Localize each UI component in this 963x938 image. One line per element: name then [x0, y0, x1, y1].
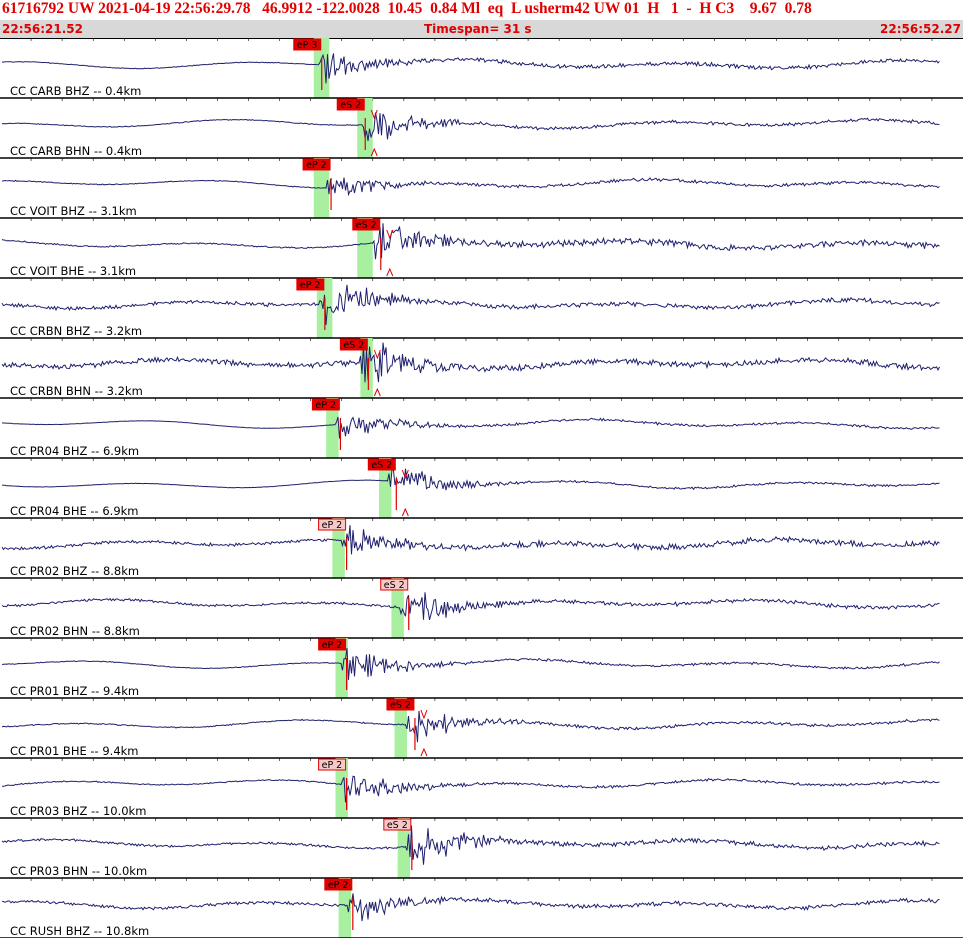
waveform-trace: [2, 648, 940, 680]
waveform-trace: [1, 53, 940, 84]
waveform-trace: [1, 893, 940, 922]
channel-label: CC CARB BHZ -- 0.4km: [10, 84, 141, 98]
pick-label: eS 2: [371, 460, 392, 471]
channel-label: CC CARB BHN -- 0.4km: [10, 144, 142, 158]
channel-label: CC PR01 BHE -- 9.4km: [10, 744, 139, 758]
channel-label: CC VOIT BHE -- 3.1km: [10, 264, 136, 278]
channel-label: CC PR04 BHZ -- 6.9km: [10, 444, 139, 458]
pick-marker: [401, 507, 409, 517]
pick-marker: [386, 267, 394, 277]
pick-label: eP 3: [297, 40, 318, 51]
pick-label-box: [302, 158, 331, 171]
event-header: 61716792 UW 2021-04-19 22:56:29.78 46.99…: [2, 0, 812, 17]
phase-window: [326, 398, 339, 458]
pick-label: eS 2: [390, 700, 411, 711]
waveform-trace: [1, 525, 940, 555]
pick-label-box: [296, 278, 325, 291]
waveform-trace: [1, 592, 940, 621]
pick-label-box: [318, 638, 347, 651]
time-bar: 22:56:21.52 Timespan= 31 s 22:56:52.27: [0, 20, 963, 39]
pick-label-box: [293, 38, 322, 51]
pick-label: eP 2: [315, 400, 336, 411]
pick-marker: [370, 109, 378, 120]
phase-window: [397, 818, 411, 878]
waveform-trace: [1, 342, 940, 383]
waveform-trace: [2, 775, 940, 803]
pick-label-box: [336, 98, 365, 111]
pick-label-box: [386, 698, 415, 711]
phase-window: [394, 698, 407, 758]
timespan-label: Timespan= 31 s: [424, 22, 532, 36]
pick-label: eS 2: [343, 340, 364, 351]
pick-label: eS 2: [356, 220, 377, 231]
phase-window: [338, 878, 352, 938]
end-time: 22:56:52.27: [880, 22, 961, 36]
waveform-trace: [1, 825, 940, 865]
pick-label: eP 2: [322, 640, 343, 651]
pick-marker: [373, 387, 381, 397]
pick-label-box: [339, 338, 368, 351]
phase-window: [335, 758, 348, 818]
waveform-trace: [1, 710, 940, 743]
pick-label: eP 2: [300, 280, 321, 291]
pick-marker: [420, 709, 428, 720]
waveform-trace: [1, 284, 940, 325]
pick-label-box: [318, 758, 347, 771]
pick-label-box: [324, 878, 353, 891]
pick-marker: [373, 349, 381, 360]
channel-label: CC PR02 BHN -- 8.8km: [10, 624, 140, 638]
pick-label-box: [380, 578, 409, 591]
phase-window: [332, 518, 345, 578]
pick-marker: [401, 469, 409, 480]
pick-label: eP 2: [328, 880, 349, 891]
pick-marker: [386, 229, 394, 240]
pick-label-box: [318, 518, 347, 531]
seismogram-plot[interactable]: eP 3 CC CARB BHZ -- 0.4km eS 2 CC CARB BHN …: [0, 38, 963, 938]
waveform-trace: [1, 112, 940, 142]
pick-label: eS 2: [340, 100, 361, 111]
pick-label: eS 2: [387, 820, 408, 831]
pick-marker: [370, 147, 378, 157]
channel-label: CC PR03 BHZ -- 10.0km: [10, 804, 146, 818]
pick-label-box: [352, 218, 381, 231]
pick-label: eP 2: [322, 520, 343, 531]
channel-label: CC RUSH BHZ -- 10.8km: [10, 924, 149, 938]
phase-window: [357, 218, 373, 278]
waveform-trace: [1, 177, 940, 197]
start-time: 22:56:21.52: [2, 22, 83, 36]
channel-label: CC PR02 BHZ -- 8.8km: [10, 564, 139, 578]
channel-label: CC PR04 BHE -- 6.9km: [10, 504, 139, 518]
channel-label: CC PR03 BHN -- 10.0km: [10, 864, 147, 878]
channel-label: CC VOIT BHZ -- 3.1km: [10, 204, 137, 218]
pick-label-box: [311, 398, 340, 411]
channel-label: CC CRBN BHZ -- 3.2km: [10, 324, 142, 338]
pick-marker: [420, 747, 428, 757]
pick-label-box: [367, 458, 396, 471]
waveform-trace: [1, 223, 940, 260]
waveform-trace: [1, 416, 940, 439]
channel-label: CC PR01 BHZ -- 9.4km: [10, 684, 139, 698]
phase-window: [378, 458, 392, 518]
channel-label: CC CRBN BHN -- 3.2km: [10, 384, 143, 398]
pick-label: eS 2: [384, 580, 405, 591]
pick-label: eP 2: [306, 160, 327, 171]
pick-label-box: [383, 818, 412, 831]
waveform-trace: [2, 468, 940, 491]
pick-label: eP 2: [322, 760, 343, 771]
